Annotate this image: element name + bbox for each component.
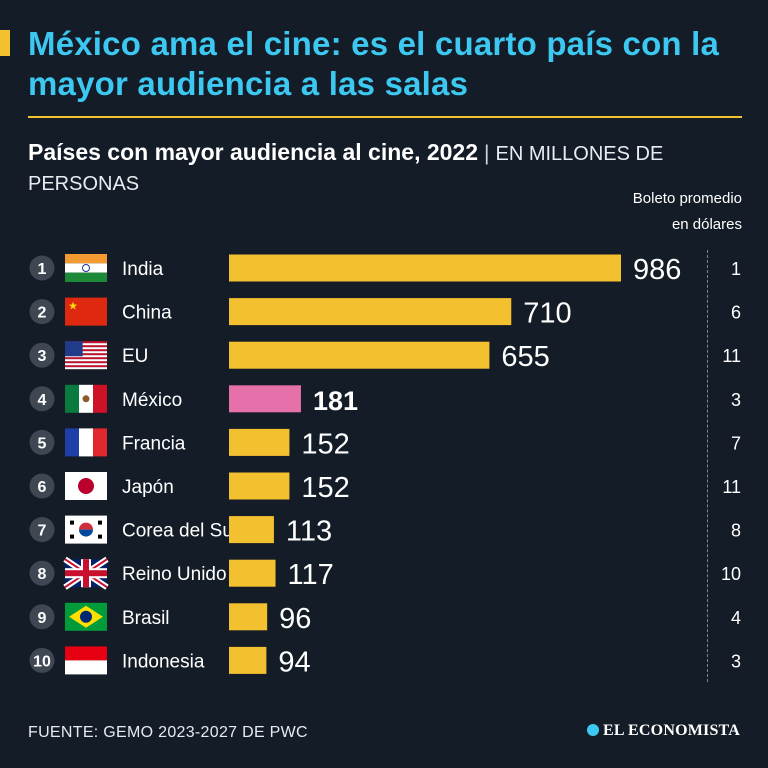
chart-subtitle: Países con mayor audiencia al cine, 2022… <box>28 137 748 199</box>
page-title: México ama el cine: es el cuarto país co… <box>28 25 720 102</box>
country-label: EU <box>122 346 148 367</box>
china-flag-icon: ★ <box>65 297 107 326</box>
ticket-price-label: 6 <box>731 303 741 323</box>
ticket-price-label: 3 <box>731 390 741 410</box>
rank-label: 6 <box>38 479 47 496</box>
country-label: Corea del Sur <box>122 521 240 542</box>
country-label: China <box>122 303 172 324</box>
rank-circle <box>29 386 55 412</box>
ticket-price-label: 3 <box>731 651 741 671</box>
value-label: 152 <box>301 472 349 504</box>
country-label: Reino Unido <box>122 564 227 585</box>
subtitle-separator: | <box>484 142 490 165</box>
bar <box>229 646 267 674</box>
ticket-price-label: 10 <box>721 564 741 584</box>
rank-circle <box>29 255 55 281</box>
country-label: Japón <box>122 477 174 498</box>
brazil-flag-icon <box>65 602 107 631</box>
rank-label: 5 <box>38 435 47 452</box>
ticket-price-label: 4 <box>731 608 741 628</box>
ticket-price-label: 7 <box>731 433 741 453</box>
value-label: 152 <box>301 428 349 460</box>
value-label: 655 <box>501 341 549 373</box>
title-divider <box>28 116 742 118</box>
subtitle-main: Países con mayor audiencia al cine, 2022 <box>28 139 479 165</box>
rank-circle <box>29 517 55 543</box>
value-label: 986 <box>633 254 681 286</box>
publisher-logo: EL ECONOMISTA <box>587 722 740 740</box>
country-label: India <box>122 259 164 280</box>
bar <box>229 385 301 413</box>
ticket-heading-line2: en dólares <box>671 216 742 233</box>
ticket-heading-line1: Boleto promedio <box>632 190 742 207</box>
value-label: 181 <box>313 386 358 416</box>
logo-mark-icon <box>587 724 599 736</box>
rank-circle <box>29 342 55 368</box>
bar <box>229 603 268 631</box>
value-label: 96 <box>279 603 311 635</box>
value-label: 710 <box>523 298 571 330</box>
india-flag-icon <box>65 254 107 282</box>
bar <box>229 472 290 500</box>
country-label: Indonesia <box>122 651 205 672</box>
bar <box>229 254 621 282</box>
rank-circle <box>29 299 55 325</box>
country-label: Brasil <box>122 608 170 629</box>
ticket-column-heading: Boleto promedio en dólares <box>602 186 742 238</box>
ticket-column-divider <box>707 250 708 682</box>
rank-label: 7 <box>38 523 47 540</box>
ticket-price-label: 1 <box>731 259 741 279</box>
ticket-price-label: 8 <box>731 521 741 541</box>
bar <box>229 516 274 544</box>
bar <box>229 341 490 369</box>
uk-flag-icon <box>63 556 109 590</box>
rank-label: 4 <box>38 392 47 409</box>
logo-text: EL ECONOMISTA <box>603 722 740 739</box>
value-label: 94 <box>278 646 310 678</box>
rank-circle <box>29 647 55 673</box>
rank-circle <box>29 604 55 630</box>
mexico-flag-icon <box>65 384 107 413</box>
rank-circle <box>29 560 55 586</box>
france-flag-icon <box>65 428 107 457</box>
japan-flag-icon <box>65 472 107 500</box>
rank-label: 2 <box>38 305 47 322</box>
indonesia-flag-icon <box>65 646 107 675</box>
country-label: México <box>122 390 182 411</box>
source-note: FUENTE: GEMO 2023-2027 DE PWC <box>28 724 308 741</box>
ticket-price-label: 11 <box>722 346 741 366</box>
value-label: 113 <box>286 516 332 548</box>
bar <box>229 559 276 587</box>
rank-circle <box>29 429 55 455</box>
value-label: 117 <box>288 559 334 591</box>
south-korea-flag-icon <box>65 515 107 544</box>
svg-text:★: ★ <box>68 301 78 313</box>
rank-label: 3 <box>38 348 47 365</box>
bar <box>229 428 290 456</box>
rank-circle <box>29 473 55 499</box>
usa-flag-icon <box>65 341 107 370</box>
rank-label: 10 <box>33 653 51 670</box>
ticket-price-label: 11 <box>722 477 741 497</box>
rank-label: 8 <box>38 566 47 583</box>
country-label: Francia <box>122 433 186 454</box>
rank-label: 1 <box>38 261 47 278</box>
subtitle-unit: EN MILLONES DE PERSONAS <box>28 143 664 195</box>
bar <box>229 298 512 326</box>
title-accent-bar <box>0 30 10 56</box>
rank-label: 9 <box>38 610 47 627</box>
